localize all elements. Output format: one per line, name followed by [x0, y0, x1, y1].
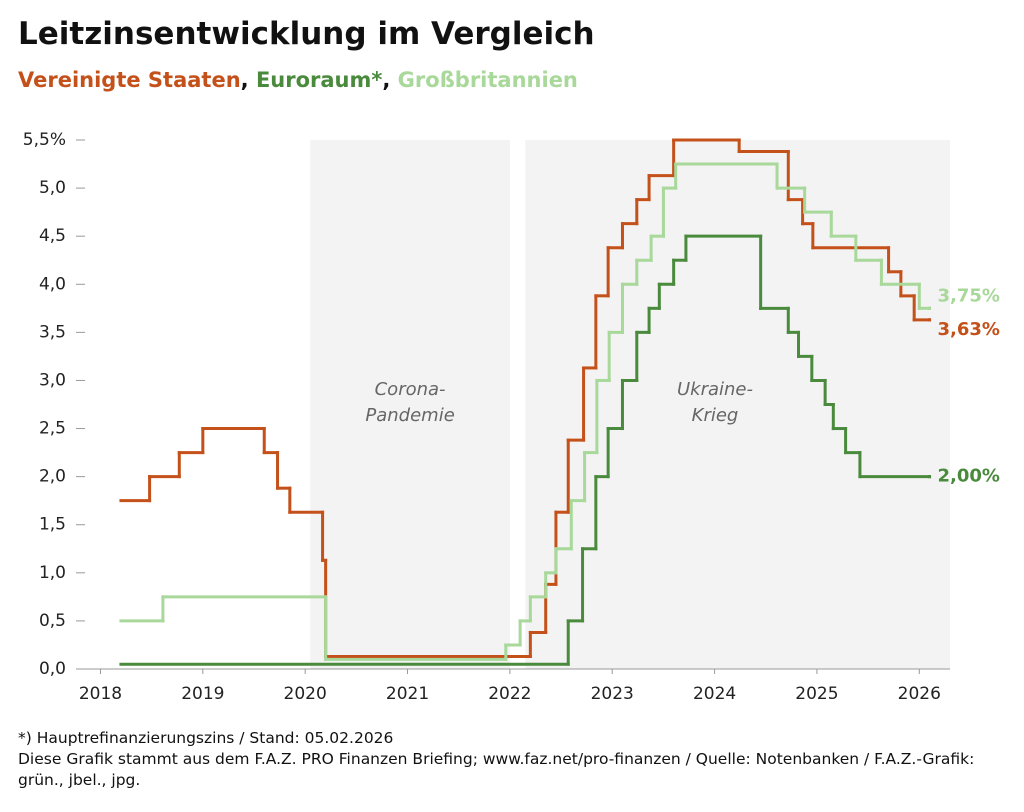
end-label: 2,00%	[938, 466, 1000, 487]
x-tick-label: 2020	[284, 684, 327, 704]
shaded-region	[310, 140, 510, 669]
legend-entry: Großbritannien	[397, 68, 578, 92]
x-tick-label: 2018	[79, 684, 122, 704]
series	[119, 162, 932, 661]
y-tick-label: 1,5	[39, 515, 66, 535]
y-tick-label: 5,0	[39, 178, 66, 198]
y-tick-label: 3,5	[39, 322, 66, 342]
x-tick-label: 2024	[693, 684, 736, 704]
chart: Corona- Pandemie Ukraine- Krieg 0,0 0,5 1,0 1,5…	[23, 130, 1000, 704]
y-tick-label: 0,0	[39, 659, 66, 679]
y-tick-label: 1,0	[39, 563, 66, 583]
chart-title: Leitzinsentwicklung im Vergleich	[18, 16, 595, 52]
legend-entry: Euroraum*	[255, 68, 383, 92]
x-tick-label: 2026	[898, 684, 941, 704]
x-tick-label: 2019	[181, 684, 224, 704]
end-label: 3,63%	[938, 319, 1000, 340]
region-label: Corona-	[375, 379, 446, 400]
x-tick-label: 2025	[795, 684, 838, 704]
y-tick-label: 2,5	[39, 419, 66, 439]
y-tick-label: 4,0	[39, 274, 66, 294]
y-tick-label: 0,5	[39, 611, 66, 631]
y-tick-label: 2,0	[39, 467, 66, 487]
region-label: Pandemie	[365, 405, 454, 426]
y-tick-label: 4,5	[39, 226, 66, 246]
region-label: Ukraine-	[677, 379, 753, 400]
series	[119, 234, 932, 666]
legend-entry: Vereinigte Staaten	[18, 68, 241, 92]
legend-separator: ,	[240, 68, 256, 92]
legend: Vereinigte Staaten, Euroraum*, Großbrita…	[18, 68, 578, 92]
footnote: *) Hauptrefinanzierungszins / Stand: 05.…	[18, 729, 394, 747]
y-tick-label: 5,5%	[23, 130, 66, 150]
region-label: Krieg	[692, 405, 739, 426]
end-label: 3,75%	[938, 285, 1000, 306]
x-tick-label: 2023	[591, 684, 634, 704]
y-tick-label: 3,0	[39, 370, 66, 390]
footer: *) Hauptrefinanzierungszins / Stand: 05.…	[18, 728, 1008, 791]
x-tick-label: 2021	[386, 684, 429, 704]
legend-separator: ,	[382, 68, 398, 92]
x-tick-label: 2022	[488, 684, 531, 704]
source: Diese Grafik stammt aus dem F.A.Z. PRO F…	[18, 750, 975, 789]
